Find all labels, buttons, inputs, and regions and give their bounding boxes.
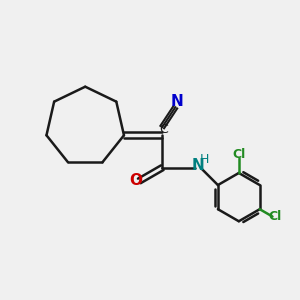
Text: O: O (129, 173, 142, 188)
Text: N: N (170, 94, 183, 109)
Text: N: N (192, 158, 205, 173)
Text: Cl: Cl (232, 148, 245, 161)
Text: C: C (159, 124, 168, 136)
Text: H: H (200, 153, 209, 166)
Text: Cl: Cl (269, 210, 282, 223)
